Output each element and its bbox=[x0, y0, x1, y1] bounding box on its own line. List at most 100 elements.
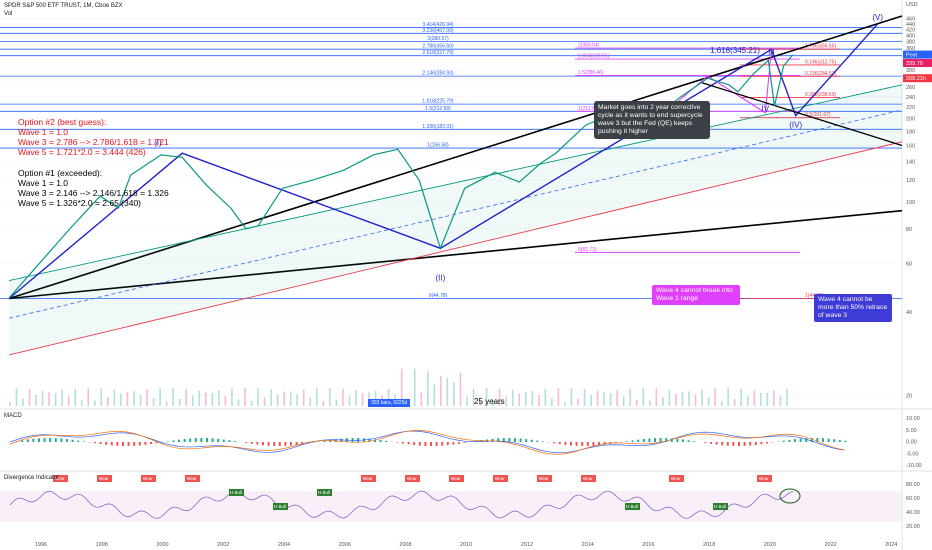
volume-bar bbox=[616, 390, 618, 406]
macd-histogram-bar bbox=[721, 442, 724, 446]
macd-histogram-bar bbox=[452, 442, 455, 445]
y-tick-label: 200 bbox=[906, 117, 915, 123]
macd-histogram-bar bbox=[206, 438, 208, 442]
macd-histogram-bar bbox=[782, 440, 785, 442]
y-tick-label: 180 bbox=[906, 129, 915, 135]
macd-histogram-bar bbox=[441, 442, 444, 446]
volume-bar bbox=[440, 375, 442, 406]
x-tick-label: 2024 bbox=[885, 542, 897, 548]
macd-histogram-bar bbox=[726, 442, 729, 446]
volume-bar bbox=[263, 397, 266, 406]
macd-histogram-bar bbox=[234, 441, 236, 442]
macd-histogram-bar bbox=[194, 438, 197, 442]
macd-histogram-bar bbox=[536, 440, 539, 442]
volume-bar bbox=[178, 398, 181, 406]
macd-histogram-bar bbox=[329, 439, 332, 442]
volume-bars bbox=[9, 368, 788, 406]
x-tick-label: 2016 bbox=[642, 542, 654, 548]
volume-bar bbox=[342, 388, 344, 406]
pink-level-label: 0(65.73) bbox=[578, 247, 597, 253]
channel-fill bbox=[9, 84, 903, 355]
macd-pane: 10.00 5.00 0.00 -5.00 -10.00 bbox=[9, 416, 922, 469]
y-tick-label: 80 bbox=[906, 227, 912, 233]
macd-histogram-bar bbox=[144, 442, 147, 445]
volume-bar bbox=[28, 389, 31, 406]
macd-line bbox=[9, 430, 845, 454]
volume-bar bbox=[433, 384, 436, 406]
volume-bar bbox=[420, 392, 423, 406]
volume-bar bbox=[159, 388, 161, 406]
volume-bar bbox=[466, 396, 468, 406]
volume-bar bbox=[707, 397, 710, 406]
y-tick-label: 40 bbox=[906, 310, 912, 316]
red-channel-line bbox=[9, 141, 903, 356]
macd-histogram-bar bbox=[155, 442, 158, 444]
y-tick-label: 120 bbox=[906, 178, 915, 184]
macd-histogram-bar bbox=[178, 439, 180, 442]
volume-bar bbox=[577, 398, 579, 406]
volume-bar bbox=[211, 392, 214, 406]
macd-histogram-bar bbox=[822, 438, 824, 442]
volume-bar bbox=[283, 391, 285, 406]
pink-level-label: 2(360.04) bbox=[578, 43, 600, 49]
divergence-tag bbox=[449, 475, 464, 482]
volume-bar bbox=[191, 395, 194, 406]
y-tick-label: 360 bbox=[906, 46, 915, 52]
divergence-tag-label: Bear bbox=[451, 476, 461, 481]
x-tick-label: 2002 bbox=[217, 542, 229, 548]
macd-histogram-bar bbox=[446, 442, 449, 446]
macd-histogram-bar bbox=[133, 442, 136, 446]
macd-histogram-bar bbox=[312, 442, 315, 443]
volume-bar bbox=[67, 396, 70, 406]
macd-tick-label: -10.00 bbox=[906, 463, 922, 469]
volume-bar bbox=[720, 401, 723, 406]
macd-histogram-bar bbox=[760, 442, 763, 445]
macd-histogram-bar bbox=[183, 439, 186, 442]
volume-bar bbox=[113, 389, 116, 406]
option2-note: Option #2 (best guess): Wave 1 = 1.0 Wav… bbox=[18, 117, 169, 157]
macd-histogram-bar bbox=[77, 440, 80, 442]
macd-histogram-bar bbox=[810, 438, 813, 442]
volume-bar bbox=[518, 393, 521, 406]
macd-histogram-bar bbox=[49, 438, 52, 442]
volume-bar bbox=[146, 389, 148, 406]
volume-bar bbox=[629, 388, 632, 406]
green-channel-line bbox=[9, 84, 903, 281]
macd-tick-label: -5.00 bbox=[906, 451, 919, 457]
volume-bar bbox=[786, 388, 788, 406]
divergence-tag-label: Bear bbox=[759, 476, 769, 481]
y-tick-label: 100 bbox=[906, 200, 915, 206]
fib-level-label: 0(44.78) bbox=[429, 293, 448, 299]
price-tag bbox=[903, 58, 932, 67]
divergence-tag bbox=[97, 475, 112, 482]
trend-lines bbox=[8, 15, 903, 356]
macd-histogram-bar bbox=[222, 439, 225, 442]
volume-bar bbox=[668, 389, 671, 406]
volume-label: Vol bbox=[4, 11, 13, 17]
volume-bar bbox=[779, 395, 782, 406]
macd-histogram-bar bbox=[374, 439, 376, 442]
divergence-tag-label: H Bull bbox=[230, 490, 242, 495]
macd-histogram-bar bbox=[654, 438, 656, 442]
volume-bar bbox=[335, 399, 338, 406]
divergence-tag-label: Bear bbox=[583, 476, 593, 481]
volume-bar bbox=[250, 401, 253, 406]
upper-trend-line bbox=[8, 15, 903, 300]
macd-histogram-bar bbox=[738, 442, 740, 446]
volume-bar bbox=[511, 389, 514, 406]
macd-histogram-bar bbox=[82, 441, 85, 442]
macd-histogram-bar bbox=[676, 438, 679, 442]
x-tick-label: 2012 bbox=[521, 542, 533, 548]
divergence-tag-label: H Bull bbox=[626, 504, 638, 509]
macd-histogram-bar bbox=[138, 442, 141, 446]
macd-histogram-bar bbox=[217, 438, 220, 442]
macd-histogram-bar bbox=[278, 442, 281, 446]
divergence-line bbox=[9, 490, 794, 519]
fib-level-label: 2.146(284.93) bbox=[422, 71, 453, 77]
volume-bar bbox=[413, 368, 416, 406]
macd-histogram-bar bbox=[497, 438, 500, 442]
volume-bar bbox=[224, 395, 227, 406]
x-tick-label: 2000 bbox=[156, 542, 168, 548]
volume-bar bbox=[152, 397, 155, 406]
divergence-pane: 80.00 60.00 40.00 20.00 Bear Bear Bear Bear H Bu… bbox=[0, 475, 920, 530]
